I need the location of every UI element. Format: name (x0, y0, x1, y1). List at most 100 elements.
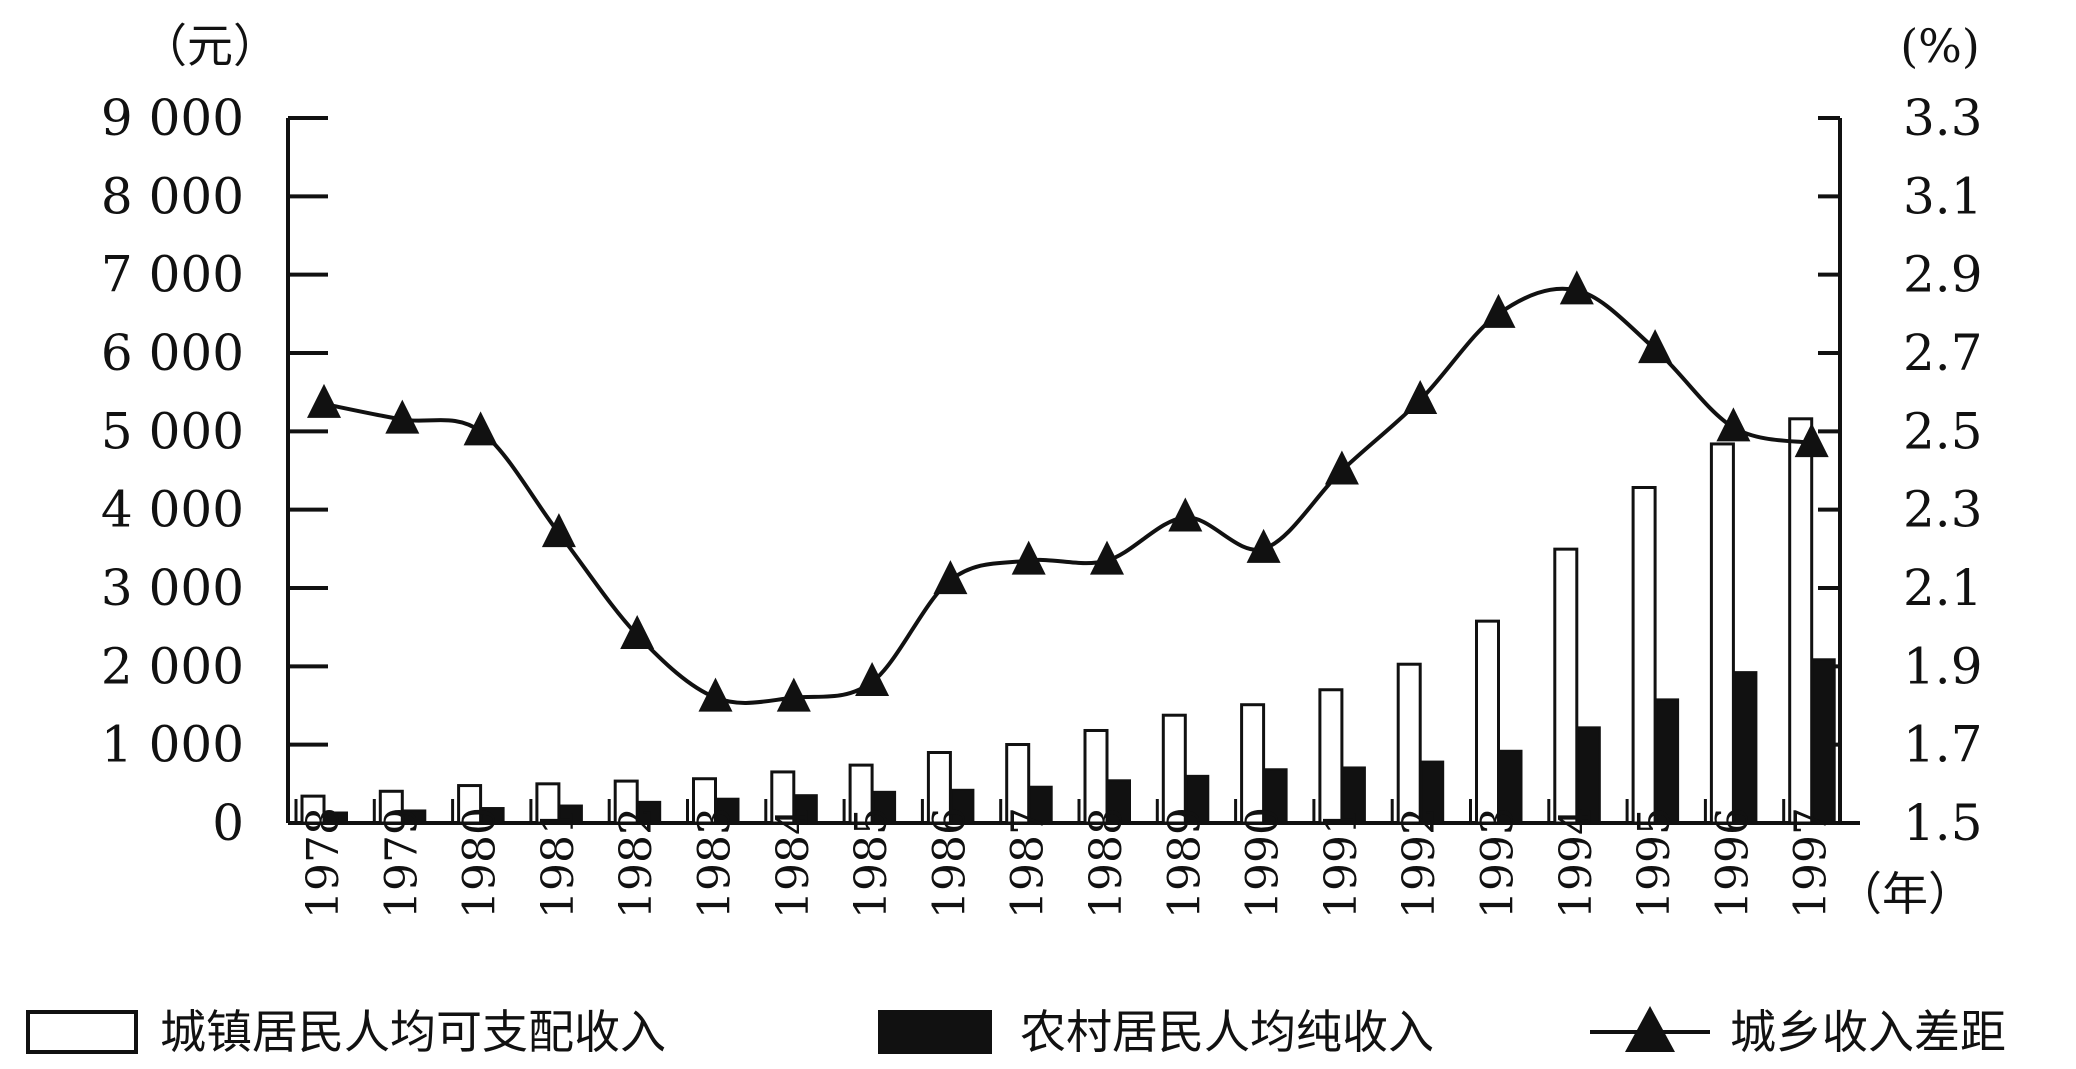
right-axis-unit: (%) (1900, 19, 1980, 73)
urban-income-bar (1788, 417, 1814, 825)
rural-income-bar (872, 790, 897, 824)
year-label: 1985 (846, 807, 897, 919)
urban-income-bar (926, 751, 952, 825)
left-tick-label: 4 000 (101, 481, 244, 539)
urban-income-bar (535, 782, 561, 825)
year-label: 1991 (1316, 807, 1367, 919)
gap-point-triangle (1794, 423, 1829, 458)
right-tick-label: 1.7 (1903, 716, 1983, 774)
legend-label-urban: 城镇居民人均可支配收入 (160, 1005, 666, 1059)
rural-income-bar (402, 809, 427, 825)
urban-income-bar (1161, 713, 1187, 825)
gap-point-triangle (385, 399, 420, 434)
urban-income-bar (1083, 728, 1109, 825)
rural-income-bar (1576, 726, 1601, 824)
left-tick-label: 3 000 (101, 559, 244, 617)
left-tick-label: 7 000 (101, 246, 244, 304)
right-tick-label: 3.3 (1903, 89, 1983, 147)
legend-label-gap: 城乡收入差距 (1730, 1005, 2006, 1059)
gap-line-series (307, 270, 1829, 712)
year-labels: 1978 1979 1980 1981 1982 1983 1984 1985 1986 1987… (298, 807, 1837, 919)
right-tick-label: 2.3 (1903, 481, 1983, 539)
gap-point-triangle (1324, 450, 1359, 485)
year-label: 1990 (1238, 807, 1289, 919)
left-tick-label: 5 000 (101, 402, 244, 460)
rural-income-bar (1341, 766, 1366, 825)
right-tick-label: 1.9 (1903, 637, 1983, 695)
gap-point-triangle (620, 615, 655, 649)
urban-income-bar (1709, 442, 1735, 825)
rural-income-bar (793, 794, 818, 824)
urban-income-bar (1318, 688, 1344, 825)
gap-point-triangle (1011, 540, 1046, 575)
urban-income-bar (1240, 703, 1266, 825)
urban-income-bar (457, 784, 483, 825)
rural-income-bar (1733, 671, 1758, 824)
left-tick-label: 6 000 (101, 324, 244, 382)
year-label: 1997 (1786, 807, 1837, 919)
year-label: 1982 (611, 807, 662, 919)
gap-point-triangle (1638, 329, 1673, 364)
year-label: 1988 (1081, 807, 1132, 919)
year-label: 1992 (1394, 807, 1445, 919)
legend-triangle-icon (1625, 1006, 1675, 1052)
right-tick-label: 2.5 (1903, 402, 1983, 460)
right-tick-label: 3.1 (1903, 167, 1983, 225)
gap-point-triangle (698, 677, 733, 712)
year-label: 1984 (768, 807, 819, 919)
gap-point-triangle (855, 662, 890, 696)
rural-income-bar (950, 788, 975, 825)
rural-income-bar (637, 800, 662, 824)
legend-swatch-rural (878, 1010, 992, 1054)
year-label: 1995 (1629, 807, 1680, 919)
year-label: 1981 (533, 807, 584, 919)
rural-income-bar (1811, 658, 1836, 824)
left-tick-label: 2 000 (101, 637, 244, 695)
legend-swatch-urban (26, 1010, 138, 1054)
legend: 城镇居民人均可支配收入 农村居民人均纯收入 城乡收入差距 (26, 1005, 2006, 1059)
left-tick-label: 9 000 (101, 89, 244, 147)
rural-income-bar (1263, 768, 1288, 824)
year-label: 1983 (690, 807, 741, 919)
rural-income-bar (1655, 698, 1680, 825)
right-tick-label: 2.7 (1903, 324, 1983, 382)
gap-point-triangle (1090, 540, 1124, 575)
right-tick-label: 2.1 (1903, 559, 1983, 617)
bars (294, 417, 1836, 825)
gap-point-triangle (933, 560, 968, 595)
rural-income-bar (715, 797, 740, 825)
left-axis-ticks: 0 1 000 2 000 3 000 4 000 5 000 6 000 7 000 8 00… (101, 89, 328, 852)
gap-point-triangle (307, 383, 341, 418)
urban-income-bar (300, 794, 326, 825)
urban-income-bar (1631, 485, 1657, 825)
left-tick-label: 0 (212, 794, 244, 852)
rural-income-bar (1185, 774, 1210, 824)
rural-income-bar (558, 804, 583, 825)
gap-point-triangle (776, 677, 811, 712)
rural-income-bar (324, 811, 348, 825)
year-label: 1989 (1159, 807, 1210, 919)
rural-income-bar (1498, 749, 1523, 825)
year-label: 1993 (1473, 807, 1524, 919)
left-tick-label: 8 000 (101, 167, 244, 225)
rural-income-bar (480, 807, 505, 824)
year-label: 1996 (1707, 807, 1758, 919)
gap-point-triangle (1403, 380, 1438, 414)
year-label: 1987 (1003, 807, 1054, 919)
year-label: 1978 (298, 807, 349, 919)
year-label: 1986 (924, 807, 975, 919)
legend-label-rural: 农村居民人均纯收入 (1020, 1005, 1434, 1059)
rural-income-bar (1107, 779, 1131, 825)
year-label: 1994 (1551, 807, 1602, 919)
gap-point-triangle (1716, 407, 1751, 442)
urban-income-bar (1475, 619, 1500, 825)
urban-income-bar (1005, 743, 1031, 825)
right-tick-label: 2.9 (1903, 246, 1983, 304)
gap-point-triangle (1481, 293, 1516, 328)
gap-point-triangle (541, 513, 576, 548)
year-label: 1980 (455, 807, 506, 919)
gap-curve (323, 286, 1813, 705)
x-axis-unit: （年） (1836, 867, 1974, 921)
left-axis-unit: （元） (141, 19, 279, 73)
